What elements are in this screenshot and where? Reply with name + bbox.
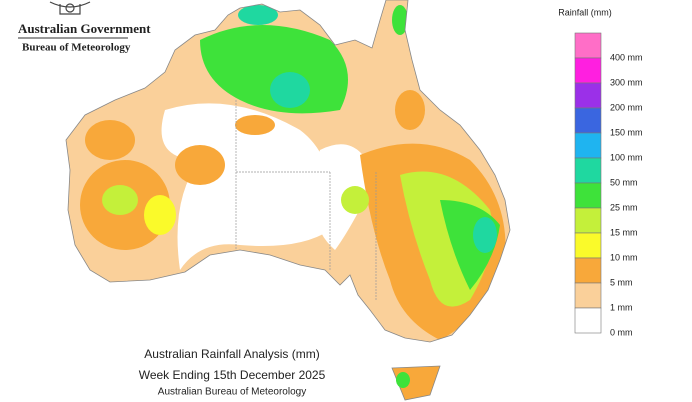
legend-swatch: [574, 32, 602, 59]
legend-swatch: [574, 82, 602, 109]
legend-label: 5 mm: [610, 277, 633, 287]
caption-title: Australian Rainfall Analysis (mm): [144, 347, 319, 361]
legend-label: 150 mm: [610, 127, 643, 137]
legend-label: 25 mm: [610, 202, 638, 212]
legend-label: 15 mm: [610, 227, 638, 237]
caption-source: Australian Bureau of Meteorology: [158, 387, 306, 398]
legend-swatch: [574, 282, 602, 309]
legend-label: 400 mm: [610, 52, 643, 62]
tasmania-rain: [396, 372, 410, 388]
legend-swatch: [574, 232, 602, 259]
bureau-name: Bureau of Meteorology: [22, 42, 131, 54]
crest: [49, 1, 91, 15]
legend-label: 50 mm: [610, 177, 638, 187]
legend-label: 200 mm: [610, 102, 643, 112]
legend-label: 1 mm: [610, 302, 633, 312]
legend-title: Rainfall (mm): [558, 7, 612, 17]
legend-label: 0 mm: [610, 327, 633, 337]
legend-label: 300 mm: [610, 77, 643, 87]
legend-swatch: [574, 57, 602, 84]
legend-swatch: [574, 132, 602, 159]
legend-swatch: [574, 107, 602, 134]
legend-swatch: [574, 207, 602, 234]
legend-swatch: [574, 257, 602, 284]
legend-label: 100 mm: [610, 152, 643, 162]
caption-subtitle: Week Ending 15th December 2025: [139, 368, 326, 382]
legend-label: 10 mm: [610, 252, 638, 262]
state-borders: [235, 100, 377, 300]
legend: 400 mm 300 mm 200 mm 150 mm 100 mm 50 mm 25 mm…: [574, 32, 643, 337]
legend-swatch: [574, 157, 602, 184]
rainfall-fields: [80, 5, 506, 340]
agency-name: Australian Government: [18, 21, 151, 36]
legend-swatch: [574, 182, 602, 209]
legend-swatch: [574, 307, 602, 334]
